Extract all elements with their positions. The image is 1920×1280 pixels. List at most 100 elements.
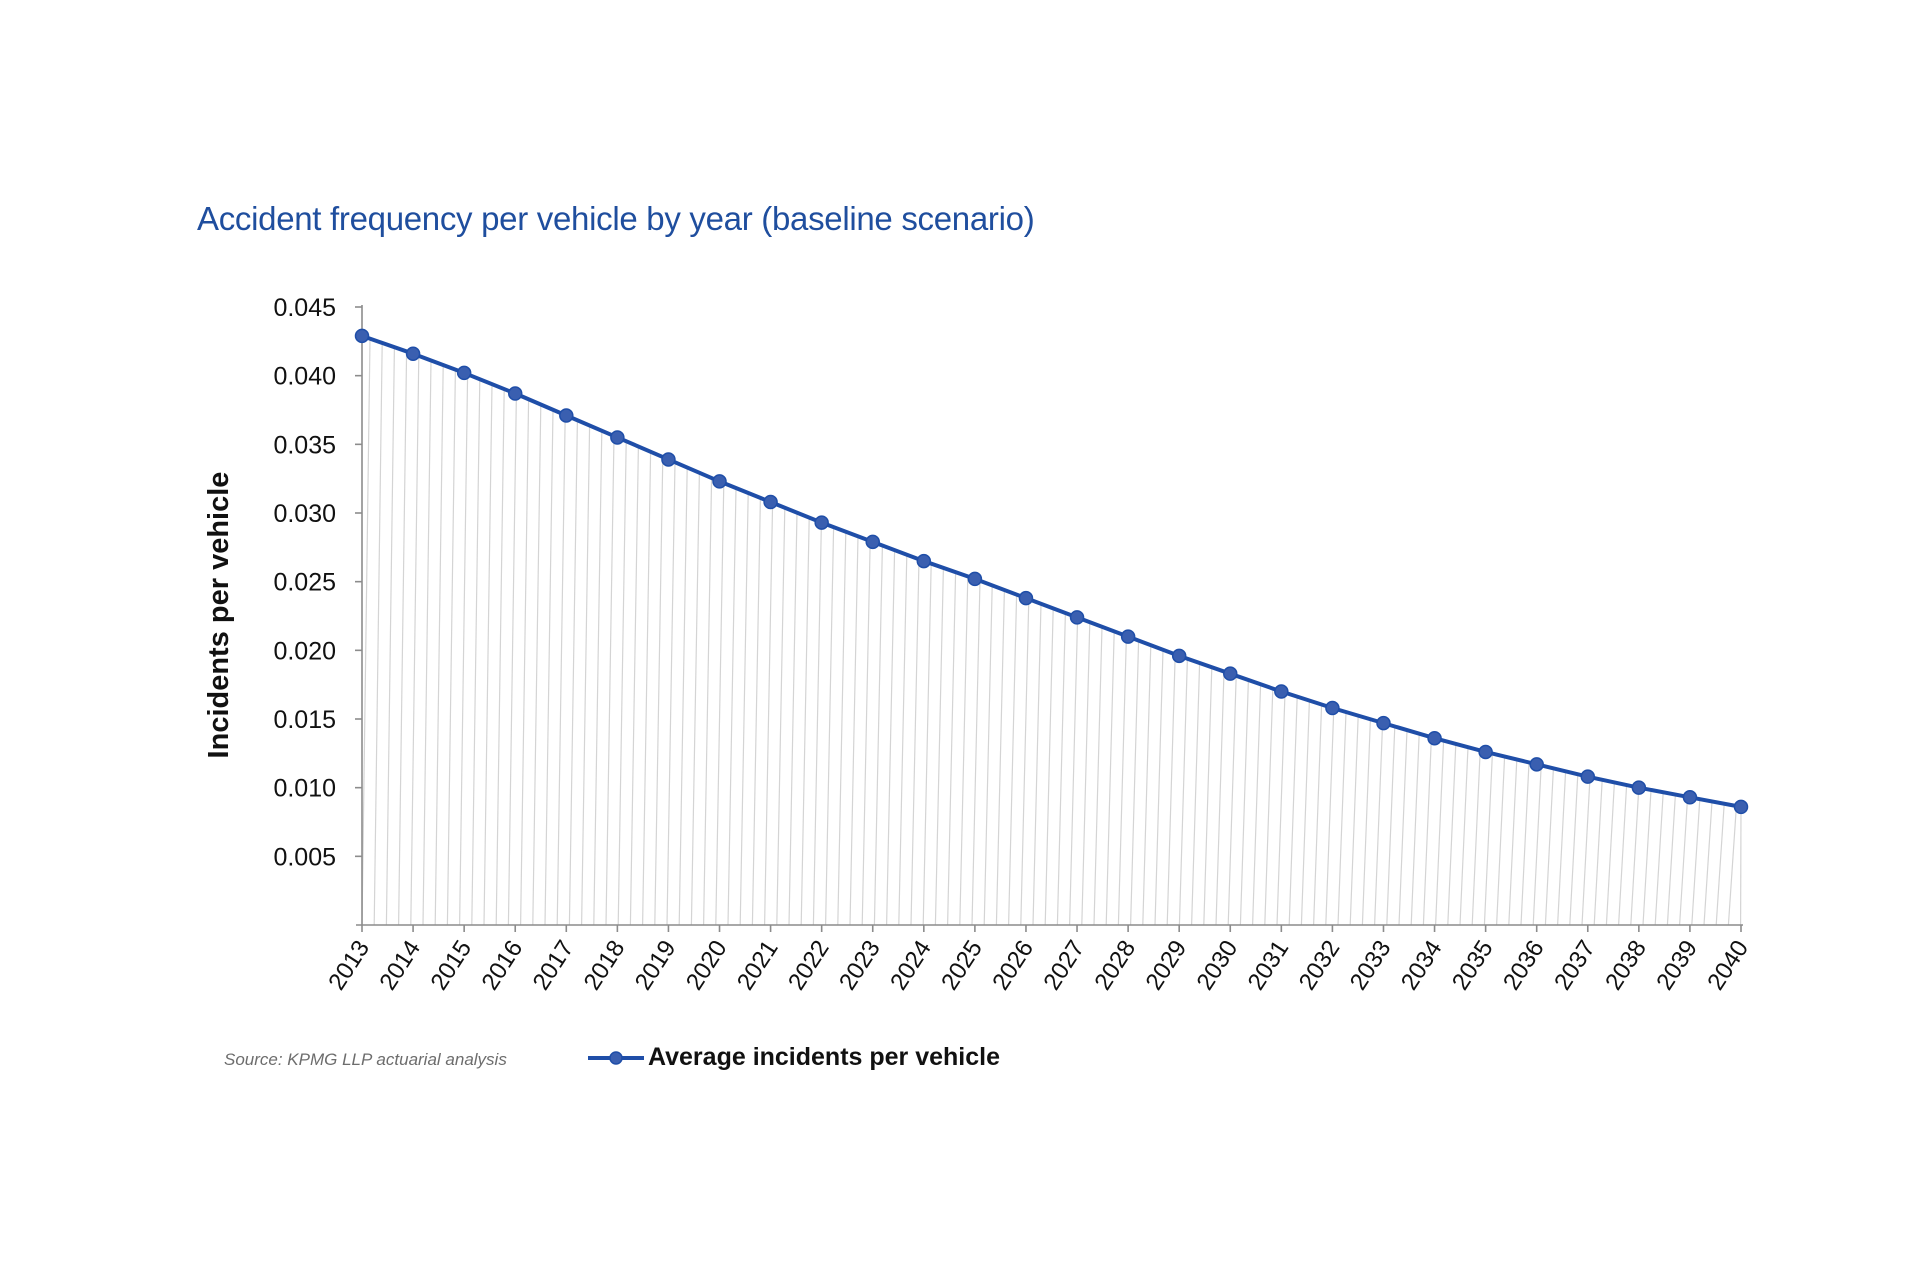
hatch-line — [495, 389, 505, 926]
hatch-line — [1532, 765, 1542, 926]
hatch-line — [849, 536, 859, 926]
hatch-line — [1203, 667, 1213, 926]
hatch-line — [934, 567, 944, 926]
hatch-line — [1264, 688, 1274, 926]
y-tick-label: 0.005 — [273, 843, 336, 871]
data-point — [1580, 769, 1596, 784]
hatch-line — [581, 425, 591, 926]
hatch-line — [1618, 784, 1628, 926]
hatch-line — [556, 415, 566, 926]
hatch-line — [1398, 730, 1408, 926]
hatch-line — [947, 572, 957, 926]
hatch-line — [1642, 789, 1652, 926]
hatch-line — [776, 507, 786, 926]
hatch-line — [483, 384, 493, 926]
y-tick-label: 0.025 — [273, 569, 336, 597]
y-tick-label: 0.020 — [273, 637, 336, 665]
data-point — [1120, 629, 1136, 644]
hatch-line — [1117, 635, 1127, 926]
x-axis-ticks: 2013 2014 2015 2016 2017 2018 2019 2020 2021 2022… — [323, 925, 1754, 995]
hatch-line — [446, 369, 456, 926]
hatch-line — [1679, 796, 1689, 926]
x-tick-label: 2032 — [1294, 936, 1346, 995]
data-point — [661, 452, 676, 467]
hatch-line — [1605, 782, 1615, 926]
hatch-line — [507, 394, 517, 926]
hatch-line — [434, 365, 444, 926]
hatch-line — [1325, 708, 1335, 926]
data-point — [1682, 790, 1698, 805]
hatch-line — [715, 483, 725, 926]
data-point — [967, 571, 983, 587]
data-point — [865, 534, 880, 550]
hatch-line — [1374, 722, 1384, 926]
x-tick-label: 2025 — [936, 936, 988, 995]
hatch-line — [971, 580, 981, 926]
hatch-line — [1008, 594, 1018, 926]
hatch-line — [532, 404, 542, 926]
hatch-line — [471, 379, 481, 926]
hatch-line — [1569, 774, 1579, 926]
x-tick-label: 2033 — [1345, 936, 1397, 995]
hatch-line — [422, 360, 432, 926]
data-point — [354, 328, 370, 344]
hatch-line — [1581, 777, 1591, 926]
data-point — [814, 515, 829, 530]
x-tick-label: 2019 — [630, 936, 682, 995]
series-line — [361, 333, 1742, 809]
y-tick-label: 0.015 — [273, 706, 336, 734]
hatch-line — [617, 441, 627, 926]
hatch-line — [1654, 792, 1664, 926]
hatch-line — [1337, 712, 1347, 926]
hatch-line — [898, 554, 908, 926]
data-point — [559, 408, 574, 423]
axes — [356, 305, 1743, 926]
hatch-line — [1349, 715, 1359, 926]
data-point — [916, 553, 932, 569]
hatch-line — [1630, 787, 1640, 926]
hatch-line — [1727, 805, 1737, 926]
data-point — [1171, 648, 1187, 664]
hatch-line — [764, 502, 774, 926]
x-tick-label: 2038 — [1600, 936, 1652, 995]
hatch-line — [825, 527, 835, 926]
data-point — [763, 494, 778, 510]
legend-label: Average incidents per vehicle — [648, 1043, 1001, 1071]
hatch-line — [642, 451, 652, 926]
hatch-line — [1496, 756, 1506, 926]
hatch-line — [1105, 631, 1115, 926]
hatch-line — [1508, 759, 1518, 926]
hatch-line — [861, 540, 871, 926]
hatch-line — [1557, 771, 1567, 926]
x-tick-label: 2037 — [1549, 936, 1601, 995]
x-tick-label: 2023 — [834, 936, 886, 995]
y-tick-label: 0.045 — [273, 294, 336, 322]
x-tick-label: 2027 — [1038, 936, 1090, 995]
y-tick-label: 0.030 — [273, 500, 336, 528]
hatch-line — [1459, 747, 1469, 926]
data-point — [610, 430, 625, 445]
hatch-line — [361, 338, 371, 926]
x-tick-label: 2017 — [528, 936, 580, 995]
hatch-line — [1166, 654, 1176, 926]
hatch-line — [1276, 692, 1286, 926]
data-point — [1478, 744, 1493, 760]
data-point — [1529, 757, 1544, 772]
x-tick-label: 2022 — [783, 936, 835, 995]
hatch-line — [1056, 612, 1066, 926]
data-point — [1427, 730, 1442, 746]
hatch-line — [1361, 719, 1371, 926]
hatch-line — [1544, 768, 1554, 926]
hatch-line — [629, 446, 639, 926]
hatch-line — [593, 430, 603, 926]
data-point — [1733, 799, 1749, 815]
hatch-line — [1410, 733, 1420, 926]
hatch-line — [1239, 680, 1249, 926]
data-point — [1274, 684, 1289, 699]
x-tick-label: 2024 — [885, 936, 937, 995]
x-tick-label: 2036 — [1498, 936, 1550, 995]
hatch-line — [410, 355, 420, 926]
y-axis-ticks: 0.005 0.010 0.015 0.020 0.025 0.030 0.035 0.040… — [273, 294, 362, 871]
hatch-line — [373, 342, 383, 926]
